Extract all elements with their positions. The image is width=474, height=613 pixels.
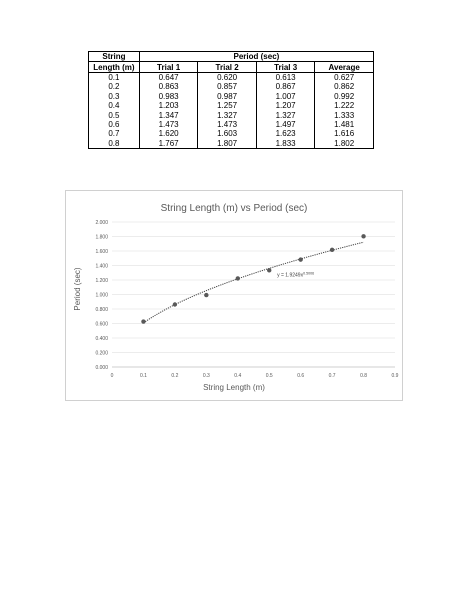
cell-trial-2: 1.473 xyxy=(197,119,257,130)
cell-average: 0.992 xyxy=(314,91,374,101)
cell-trial-3: 1.207 xyxy=(255,100,316,111)
cell-average: 1.222 xyxy=(314,100,374,111)
cell-average: 1.481 xyxy=(314,119,374,130)
header-trial-3: Trial 3 xyxy=(255,61,316,73)
cell-trial-2: 1.603 xyxy=(197,129,257,139)
y-axis-title: Period (sec) xyxy=(73,267,82,310)
table-header-row-top: String Period (sec) xyxy=(88,50,375,63)
table-body: 0.1 0.647 0.620 0.613 0.627 0.2 0.863 0.857 0.86… xyxy=(88,72,374,149)
y-tick-label: 0.800 xyxy=(95,307,108,313)
cell-trial-2: 0.987 xyxy=(197,91,257,101)
cell-trial-3: 1.497 xyxy=(255,119,316,130)
cell-length: 0.7 xyxy=(88,129,140,139)
cell-length: 0.5 xyxy=(88,110,140,120)
header-trial-1: Trial 1 xyxy=(138,61,199,73)
grid-layer xyxy=(112,221,395,353)
table-row: 0.5 1.347 1.327 1.327 1.333 xyxy=(88,110,374,120)
table-header-row-bottom: Length (m) Trial 1 Trial 2 Trial 3 Avera… xyxy=(88,61,374,73)
data-point xyxy=(204,292,209,298)
cell-average: 1.333 xyxy=(314,110,374,120)
cell-average: 0.627 xyxy=(314,72,374,83)
data-point xyxy=(235,276,240,281)
x-tick-label: 0.2 xyxy=(171,373,178,379)
axis-layer: 0.000 0.200 0.400 0.600 0.800 1.000 1.200 1.400… xyxy=(95,220,398,379)
table-row: 0.7 1.620 1.603 1.623 1.616 xyxy=(88,129,374,139)
x-tick-label: 0.9 xyxy=(392,373,399,379)
data-point xyxy=(172,302,178,307)
cell-average: 0.862 xyxy=(314,82,374,92)
table-row: 0.4 1.203 1.257 1.207 1.222 xyxy=(88,100,374,111)
cell-trial-3: 1.833 xyxy=(255,138,316,149)
cell-trial-3: 1.327 xyxy=(255,110,316,120)
y-tick-label: 0.600 xyxy=(95,321,108,327)
header-period: Period (sec) xyxy=(138,50,375,63)
cell-trial-1: 1.203 xyxy=(138,100,199,111)
y-tick-label: 1.200 xyxy=(95,278,108,284)
data-point xyxy=(329,247,335,253)
data-point xyxy=(298,257,303,262)
cell-trial-1: 1.620 xyxy=(138,129,199,139)
table-row: 0.8 1.767 1.807 1.833 1.802 xyxy=(88,138,374,149)
x-tick-label: 0.7 xyxy=(329,373,336,379)
header-average: Average xyxy=(314,61,374,73)
chart-title: String Length (m) vs Period (sec) xyxy=(161,203,308,214)
cell-average: 1.616 xyxy=(314,129,374,139)
cell-length: 0.3 xyxy=(88,91,140,101)
cell-average: 1.802 xyxy=(314,138,374,149)
y-tick-label: 0.200 xyxy=(95,350,108,356)
cell-trial-2: 1.327 xyxy=(197,110,257,120)
table-row: 0.6 1.473 1.473 1.497 1.481 xyxy=(88,119,374,130)
x-tick-label: 0.5 xyxy=(266,373,273,379)
cell-length: 0.8 xyxy=(88,138,140,149)
y-tick-label: 1.600 xyxy=(95,249,108,255)
trendline-equation: y = 1.9249x0.5006 xyxy=(277,271,314,278)
header-length-top: String xyxy=(88,50,140,63)
y-tick-label: 1.000 xyxy=(95,292,108,298)
header-length-bottom: Length (m) xyxy=(88,61,140,73)
cell-trial-1: 0.647 xyxy=(138,72,199,83)
header-trial-2: Trial 2 xyxy=(197,61,257,73)
chart-frame: String Length (m) vs Period (sec) 0.000 0… xyxy=(65,190,403,401)
cell-trial-1: 1.347 xyxy=(138,110,199,120)
x-tick-label: 0.8 xyxy=(360,373,367,379)
point-layer xyxy=(141,234,366,324)
x-tick-label: 0.6 xyxy=(297,373,304,379)
cell-length: 0.1 xyxy=(88,72,140,83)
x-tick-label: 0 xyxy=(111,373,114,379)
trend-layer xyxy=(143,241,364,324)
x-axis-title: String Length (m) xyxy=(203,383,265,392)
data-point xyxy=(141,319,146,324)
cell-trial-2: 1.807 xyxy=(197,138,257,149)
cell-trial-3: 1.007 xyxy=(255,91,316,101)
cell-trial-2: 0.857 xyxy=(197,82,257,92)
table-row: 0.2 0.863 0.857 0.867 0.862 xyxy=(88,82,374,92)
data-point xyxy=(361,234,366,239)
y-tick-label: 2.000 xyxy=(95,220,108,226)
cell-length: 0.6 xyxy=(88,119,140,130)
data-table: String Period (sec) Length (m) Trial 1 T… xyxy=(88,50,375,149)
table-row: 0.3 0.983 0.987 1.007 0.992 xyxy=(88,91,374,101)
y-tick-label: 0.000 xyxy=(95,365,108,371)
data-point xyxy=(267,268,272,273)
chart: String Length (m) vs Period (sec) 0.0000… xyxy=(73,203,399,392)
cell-length: 0.2 xyxy=(88,82,140,92)
cell-trial-1: 0.983 xyxy=(138,91,199,101)
cell-trial-3: 0.613 xyxy=(255,72,316,83)
x-tick-label: 0.3 xyxy=(203,373,210,379)
cell-trial-3: 1.623 xyxy=(255,129,316,139)
table-row: 0.1 0.647 0.620 0.613 0.627 xyxy=(88,72,374,83)
y-tick-label: 1.800 xyxy=(95,234,108,240)
trendline xyxy=(143,241,364,324)
cell-trial-2: 0.620 xyxy=(197,72,257,83)
cell-length: 0.4 xyxy=(88,100,140,111)
cell-trial-1: 1.473 xyxy=(138,119,199,130)
cell-trial-1: 0.863 xyxy=(138,82,199,92)
cell-trial-3: 0.867 xyxy=(255,82,316,92)
x-tick-label: 0.4 xyxy=(234,373,241,379)
cell-trial-2: 1.257 xyxy=(197,100,257,111)
y-tick-label: 1.400 xyxy=(95,263,108,269)
x-tick-label: 0.1 xyxy=(140,373,147,379)
cell-trial-1: 1.767 xyxy=(138,138,199,149)
y-tick-label: 0.400 xyxy=(95,336,108,342)
